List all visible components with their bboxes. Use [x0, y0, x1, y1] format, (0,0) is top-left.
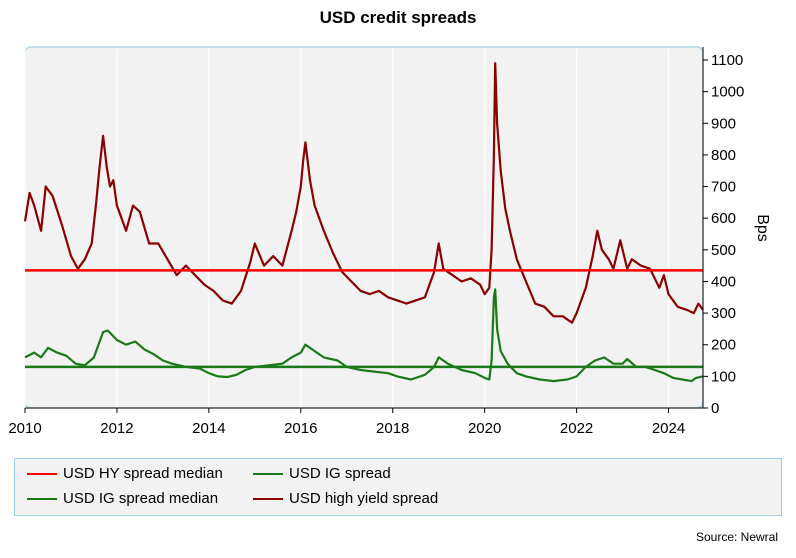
- series-line-hy-spread: [23, 62, 704, 324]
- legend-swatch-hy-median: [27, 472, 57, 475]
- y-tick-label: 700: [711, 179, 736, 196]
- legend-label-hy-spread: USD high yield spread: [289, 490, 439, 507]
- legend-label-ig-median: USD IG spread median: [63, 490, 219, 507]
- y-tick-label: 200: [711, 337, 736, 354]
- series-line-ig-spread: [24, 288, 704, 383]
- legend-item-ig-spread: USD IG spread: [253, 465, 391, 482]
- x-tick-label: 2020: [468, 420, 501, 437]
- legend-swatch-ig-median: [27, 497, 57, 500]
- x-tick-label: 2024: [652, 420, 685, 437]
- legend: USD HY spread median USD IG spread USD I…: [14, 458, 782, 516]
- x-tick-label: 2016: [284, 420, 317, 437]
- y-tick-label: 0: [711, 400, 719, 417]
- y-tick-label: 1100: [711, 52, 743, 69]
- source-note: Source: Newral: [695, 530, 778, 544]
- y-axis-label: Bps: [754, 214, 771, 242]
- y-tick-label: 400: [711, 273, 736, 290]
- x-tick-label: 2014: [192, 420, 225, 437]
- legend-label-hy-median: USD HY spread median: [63, 465, 223, 482]
- y-tick-label: 800: [711, 147, 736, 164]
- axis-layer: 2010 2012 2014 2016 2018 2020 2022 2024 0 100 200 3…: [8, 47, 744, 437]
- y-tick-label: 100: [711, 368, 736, 385]
- chart-title: USD credit spreads: [319, 8, 477, 27]
- legend-item-hy-spread: USD high yield spread: [253, 490, 438, 507]
- legend-swatch-hy-spread: [253, 497, 283, 500]
- x-tick-label: 2018: [376, 420, 409, 437]
- y-tick-label: 900: [711, 115, 736, 132]
- y-tick-label: 300: [711, 305, 736, 322]
- median-layer: [25, 269, 703, 369]
- grid-lines: [24, 49, 670, 408]
- legend-item-hy-median: USD HY spread median: [27, 465, 223, 482]
- y-tick-label: 1000: [711, 84, 744, 101]
- legend-label-ig-spread: USD IG spread: [289, 465, 391, 482]
- legend-item-ig-median: USD IG spread median: [27, 490, 218, 507]
- legend-swatch-ig-spread: [253, 472, 283, 475]
- y-tick-label: 500: [711, 242, 736, 259]
- x-tick-label: 2012: [100, 420, 133, 437]
- x-tick-label: 2010: [8, 420, 41, 437]
- series-layer: [23, 62, 704, 383]
- x-tick-label: 2022: [560, 420, 593, 437]
- y-tick-label: 600: [711, 210, 736, 227]
